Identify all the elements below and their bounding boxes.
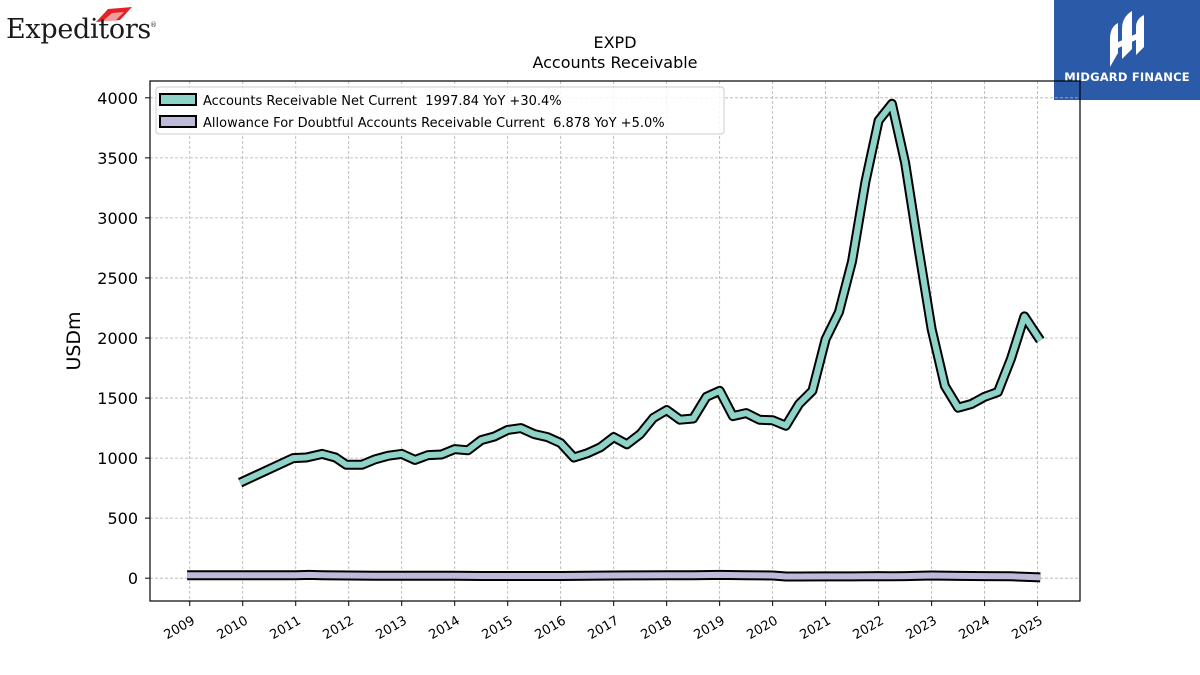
x-tick-label: 2009 [162, 613, 198, 643]
y-tick-label: 1000 [97, 449, 138, 468]
x-tick-label: 2011 [268, 613, 304, 643]
series-0-line [238, 100, 1043, 486]
x-tick-label: 2020 [744, 613, 780, 643]
y-tick-label: 3500 [97, 149, 138, 168]
y-tick-label: 4000 [97, 89, 138, 108]
x-tick-label: 2021 [797, 613, 833, 643]
midgard-finance-logo: MIDGARD FINANCE [1054, 0, 1200, 100]
x-tick-label: 2025 [1009, 613, 1045, 643]
y-tick-label: 500 [107, 509, 138, 528]
legend-label-allowance: Allowance For Doubtful Accounts Receivab… [203, 116, 665, 131]
x-tick-label: 2023 [903, 613, 939, 643]
y-tick-label: 1500 [97, 389, 138, 408]
chart-subtitle: Accounts Receivable [532, 53, 697, 72]
registered-mark: ® [150, 21, 157, 29]
y-tick-label: 2000 [97, 329, 138, 348]
y-axis-label: USDm [63, 311, 85, 370]
series-1-line [187, 571, 1041, 581]
legend-frame [155, 86, 725, 135]
x-tick-label: 2019 [691, 613, 727, 643]
y-axis-ticks: 0 500 1000 1500 2000 2500 3000 3500 4000 [97, 89, 150, 588]
x-tick-label: 2024 [956, 613, 992, 643]
x-tick-label: 2010 [215, 613, 251, 643]
legend-label-ar-net-current: Accounts Receivable Net Current 1997.84 … [203, 94, 562, 109]
series-0-outline [237, 98, 1045, 488]
series-lines [187, 98, 1045, 583]
x-tick-label: 2018 [639, 613, 675, 643]
legend-swatch-ar-net-current [159, 93, 197, 106]
y-tick-label: 3000 [97, 209, 138, 228]
y-tick-label: 0 [128, 569, 138, 588]
expeditors-wordmark: Expeditors [6, 14, 151, 45]
expeditors-swoosh-icon [96, 7, 132, 22]
x-tick-label: 2017 [586, 613, 622, 643]
expeditors-logo: Expeditors ® [6, 4, 157, 50]
x-axis-ticks: 2009 2010 2011 2012 2013 2014 2015 2016 2017 2018… [162, 601, 1046, 643]
legend: Accounts Receivable Net Current 1997.84 … [155, 86, 725, 135]
x-tick-label: 2014 [427, 613, 463, 643]
x-tick-label: 2015 [480, 613, 516, 643]
midgard-finance-name: MIDGARD FINANCE [1064, 70, 1190, 84]
y-tick-label: 2500 [97, 269, 138, 288]
x-tick-label: 2013 [374, 613, 410, 643]
midgard-finance-emblem-icon [1110, 11, 1144, 67]
x-tick-label: 2016 [533, 613, 569, 643]
legend-swatch-allowance [159, 115, 197, 128]
x-tick-label: 2022 [850, 613, 886, 643]
plot-frame [149, 80, 1081, 602]
x-tick-label: 2012 [321, 613, 357, 643]
chart-title: EXPD [593, 33, 636, 52]
grid-lines [150, 81, 1080, 601]
